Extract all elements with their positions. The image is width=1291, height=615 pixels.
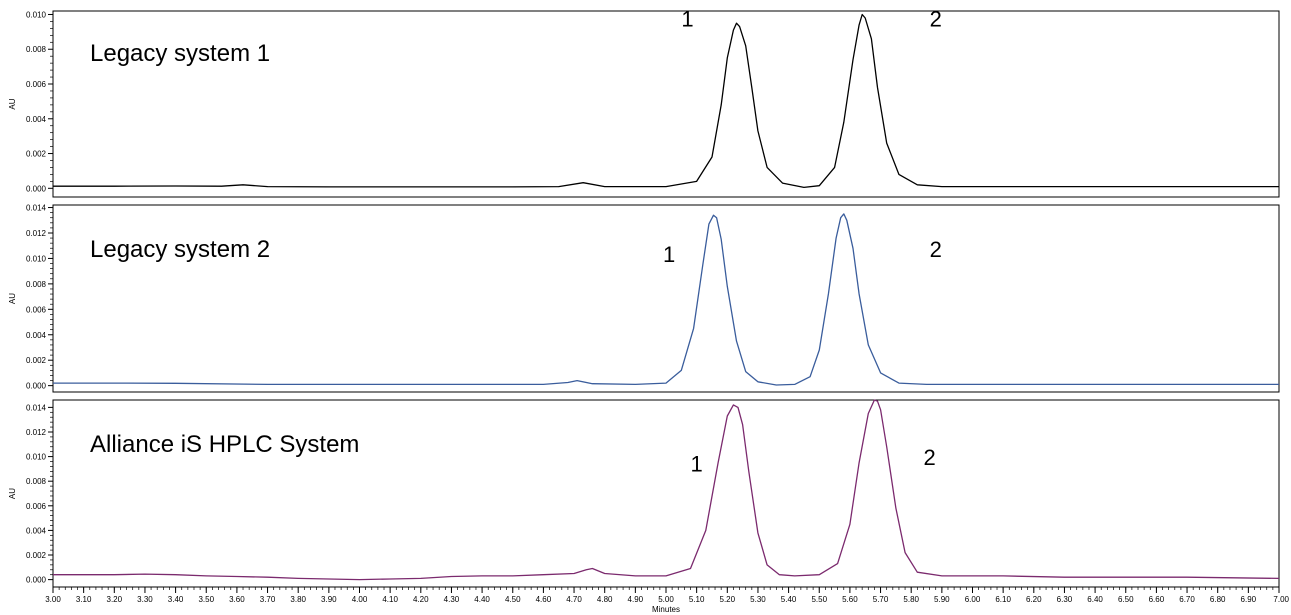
x-tick-label: 4.50 (505, 595, 521, 604)
x-tick-label: 4.20 (413, 595, 429, 604)
x-tick-label: 6.40 (1087, 595, 1103, 604)
x-tick-label: 4.00 (352, 595, 368, 604)
y-tick-label: 0.008 (26, 477, 47, 486)
y-tick-label: 0.000 (26, 576, 47, 585)
x-tick-label: 4.10 (382, 595, 398, 604)
x-tick-label: 6.80 (1210, 595, 1226, 604)
y-tick-label: 0.008 (26, 280, 47, 289)
x-tick-label: 3.00 (45, 595, 61, 604)
y-axis-title: AU (8, 293, 17, 304)
x-tick-label: 6.30 (1057, 595, 1073, 604)
x-tick-label: 3.70 (260, 595, 276, 604)
y-tick-label: 0.006 (26, 80, 47, 89)
x-tick-label: 4.40 (474, 595, 490, 604)
x-tick-label: 5.10 (689, 595, 705, 604)
x-tick-label: 3.60 (229, 595, 245, 604)
y-tick-label: 0.004 (26, 331, 47, 340)
x-tick-label: 6.00 (965, 595, 981, 604)
x-tick-label: 4.30 (444, 595, 460, 604)
x-tick-label: 3.20 (107, 595, 123, 604)
x-tick-label: 5.70 (873, 595, 889, 604)
y-tick-label: 0.002 (26, 150, 47, 159)
chromatogram-panel-3: 0.000 0.002 0.004 0.006 0.008 0.010 0.012 0.014… (8, 399, 1280, 588)
panel-title: Legacy system 2 (90, 236, 270, 263)
panel-title: Legacy system 1 (90, 40, 270, 67)
peak-label-1: 1 (681, 7, 693, 32)
y-tick-label: 0.000 (26, 184, 47, 193)
x-tick-label: 4.70 (566, 595, 582, 604)
chromatogram-panel-1: 0.000 0.002 0.004 0.006 0.008 0.010 AU Legacy s… (8, 7, 1280, 198)
y-tick-label: 0.002 (26, 551, 47, 560)
x-tick-label: 5.20 (720, 595, 736, 604)
x-tick-label: 6.60 (1149, 595, 1165, 604)
y-axis-title: AU (8, 98, 17, 109)
x-tick-label: 5.90 (934, 595, 950, 604)
x-tick-label: 4.80 (597, 595, 613, 604)
x-tick-label: 5.00 (658, 595, 674, 604)
peak-label-1: 1 (691, 451, 703, 476)
x-tick-label: 3.30 (137, 595, 153, 604)
x-tick-label: 5.50 (811, 595, 827, 604)
x-tick-label: 3.10 (76, 595, 92, 604)
chromatogram-panel-2: 0.000 0.002 0.004 0.006 0.008 0.010 0.012 0.014… (8, 204, 1280, 393)
x-tick-label: 3.50 (198, 595, 214, 604)
y-tick-label: 0.012 (26, 428, 47, 437)
y-tick-label: 0.006 (26, 305, 47, 314)
y-tick-label: 0.014 (26, 204, 47, 213)
y-tick-label: 0.006 (26, 502, 47, 511)
y-tick-label: 0.000 (26, 382, 47, 391)
y-tick-label: 0.008 (26, 45, 47, 54)
panel-frame (52, 204, 1280, 393)
x-tick-label: 7.00 (1273, 595, 1289, 604)
y-axis-title: AU (8, 488, 17, 499)
y-tick-label: 0.004 (26, 526, 47, 535)
x-tick-label: 5.40 (781, 595, 797, 604)
x-tick-label: 3.90 (321, 595, 337, 604)
x-tick-label: 3.80 (290, 595, 306, 604)
x-tick-label: 6.50 (1118, 595, 1134, 604)
y-tick-label: 0.014 (26, 403, 47, 412)
y-tick-label: 0.010 (26, 10, 47, 19)
x-tick-label: 6.90 (1241, 595, 1257, 604)
x-tick-label: 4.60 (536, 595, 552, 604)
chromatogram-trace-3 (53, 399, 1280, 581)
peak-label-2: 2 (930, 237, 942, 262)
x-tick-label: 6.70 (1179, 595, 1195, 604)
y-tick-label: 0.010 (26, 254, 47, 263)
chromatogram-trace-1 (53, 13, 1279, 189)
panel-frame (52, 10, 1280, 198)
x-tick-label: 5.30 (750, 595, 766, 604)
y-tick-label: 0.004 (26, 115, 47, 124)
peak-label-2: 2 (923, 445, 935, 470)
y-tick-label: 0.002 (26, 356, 47, 365)
x-tick-label: 6.10 (995, 595, 1011, 604)
peak-label-2: 2 (930, 7, 942, 32)
x-axis-title: Minutes (652, 605, 680, 614)
x-tick-label: 6.20 (1026, 595, 1042, 604)
y-tick-label: 0.012 (26, 229, 47, 238)
peak-label-1: 1 (663, 242, 675, 267)
y-tick-label: 0.010 (26, 453, 47, 462)
x-tick-label: 4.90 (628, 595, 644, 604)
x-tick-label: 5.60 (842, 595, 858, 604)
chromatogram-trace-2 (53, 213, 1279, 386)
x-tick-label: 3.40 (168, 595, 184, 604)
panel-title: Alliance iS HPLC System (90, 431, 359, 458)
x-tick-label: 5.80 (903, 595, 919, 604)
